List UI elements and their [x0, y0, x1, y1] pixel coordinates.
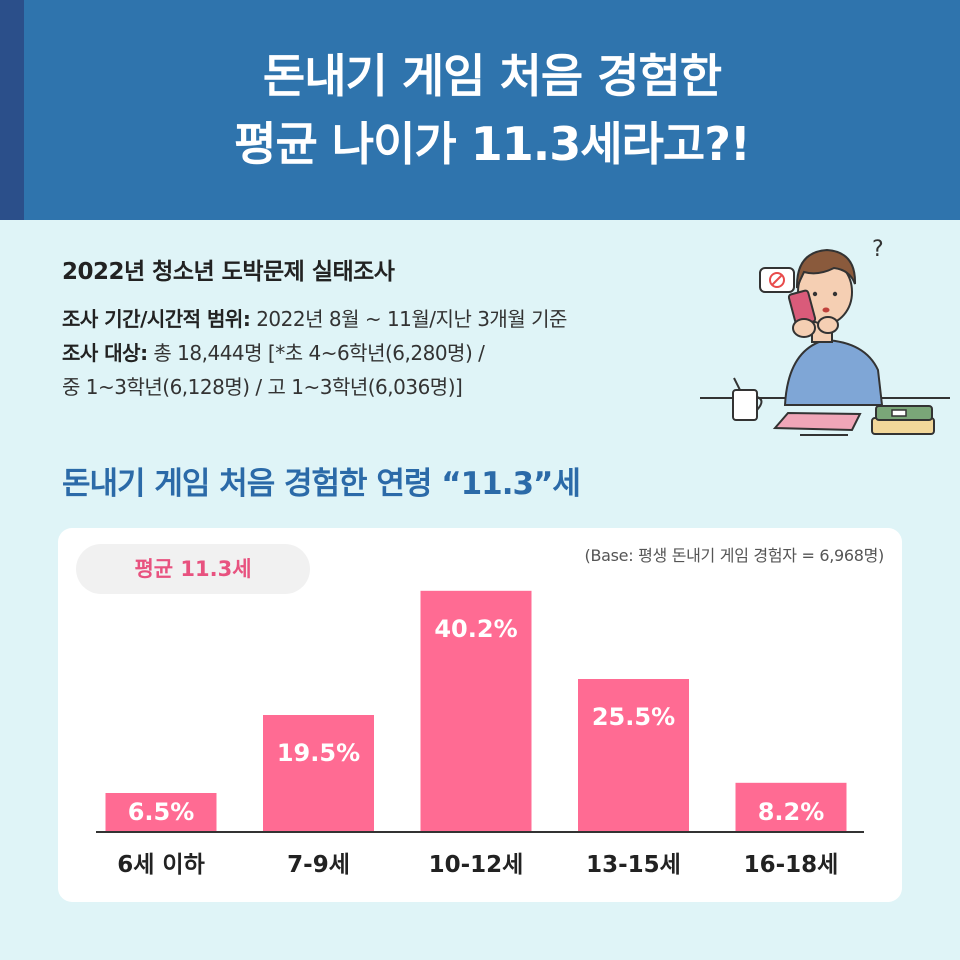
category-label-1: 6세 이하 [117, 852, 205, 878]
bar-value-label-1: 6.5% [128, 798, 195, 826]
labels-layer: 6.5% 6세 이하 19.5% 7-9세 40.2% 10-12세 25.5% 13-15세… [117, 615, 838, 878]
bar-value-label-3: 40.2% [434, 615, 517, 643]
worried-teen-illustration: ? [700, 237, 950, 436]
title-line-2: 평균 나이가 11.3세라고?! [234, 117, 751, 171]
survey-period: 조사 기간/시간적 범위: 2022년 8월 ~ 11월/지난 3개월 기준 [62, 302, 762, 336]
bar-value-label-4: 25.5% [592, 703, 675, 731]
survey-target-value: 총 18,444명 [*초 4~6학년(6,280명) / [147, 341, 485, 365]
survey-info: 2022년 청소년 도박문제 실태조사 조사 기간/시간적 범위: 2022년 … [62, 252, 762, 404]
svg-text:?: ? [872, 237, 884, 262]
bars-layer [105, 590, 847, 832]
title-line-1: 돈내기 게임 처음 경험한 [262, 49, 722, 103]
bar-2 [263, 715, 374, 832]
bar-4 [578, 679, 689, 832]
chart-heading: 돈내기 게임 처음 경험한 연령 “11.3”세 [62, 466, 581, 502]
survey-period-value: 2022년 8월 ~ 11월/지난 3개월 기준 [250, 307, 567, 331]
category-label-3: 10-12세 [429, 852, 524, 878]
bar-chart: 6.5% 6세 이하 19.5% 7-9세 40.2% 10-12세 25.5% 13-15세… [96, 590, 864, 878]
bar-1 [105, 793, 217, 832]
category-label-2: 7-9세 [287, 852, 350, 878]
survey-target-continued: 중 1~3학년(6,128명) / 고 1~3학년(6,036명)] [62, 375, 463, 399]
survey-title: 2022년 청소년 도박문제 실태조사 [62, 259, 395, 285]
base-note: (Base: 평생 돈내기 게임 경험자 = 6,968명) [584, 546, 885, 565]
bar-3 [420, 590, 532, 832]
header-banner: 돈내기 게임 처음 경험한 평균 나이가 11.3세라고?! [0, 0, 960, 220]
page-title: 돈내기 게임 처음 경험한 평균 나이가 11.3세라고?! [24, 42, 960, 178]
survey-target-label: 조사 대상: [62, 341, 148, 365]
header-stripe [0, 0, 24, 220]
survey-period-label: 조사 기간/시간적 범위: [62, 307, 251, 331]
category-label-4: 13-15세 [586, 852, 681, 878]
chart-card: 6.5% 6세 이하 19.5% 7-9세 40.2% 10-12세 25.5% 13-15세… [58, 528, 902, 902]
bar-value-label-2: 19.5% [277, 739, 360, 767]
bar-value-label-5: 8.2% [758, 798, 825, 826]
category-label-5: 16-18세 [744, 852, 839, 878]
bar-5 [735, 782, 847, 832]
survey-target: 조사 대상: 총 18,444명 [*초 4~6학년(6,280명) / [62, 336, 762, 370]
average-badge: 평균 11.3세 [76, 544, 310, 594]
